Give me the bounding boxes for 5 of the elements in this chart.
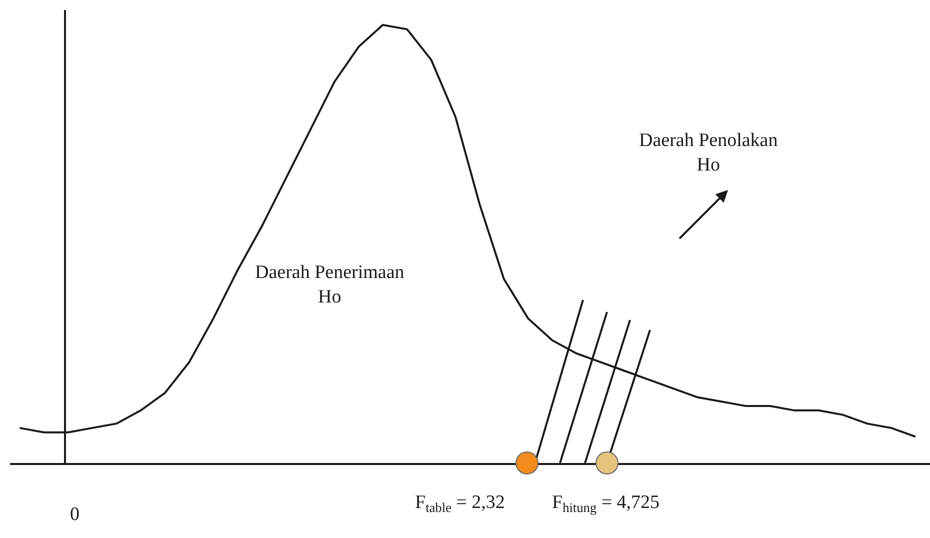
annotation: Daerah Penerimaan Ho <box>255 262 405 308</box>
text: F$_{table}$ = 2,32 <box>415 492 505 515</box>
annotation: Daerah Penolakan Ho <box>639 130 778 176</box>
text: F$_{hitung}$ = 4,725 <box>552 492 660 515</box>
text: 0 <box>70 504 80 525</box>
